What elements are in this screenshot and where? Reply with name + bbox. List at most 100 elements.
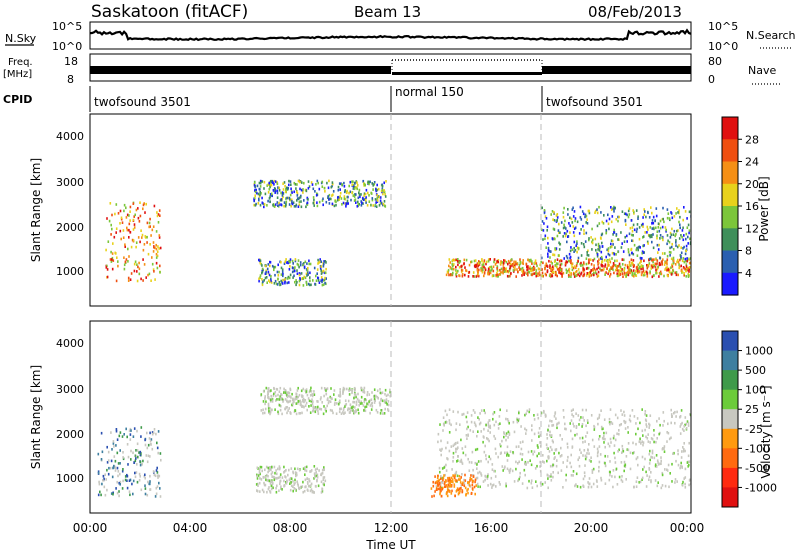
heatmap-cell (526, 265, 528, 269)
heatmap-cell (492, 412, 494, 416)
heatmap-cell (463, 262, 465, 265)
heatmap-cell (258, 279, 260, 283)
heatmap-cell (575, 274, 577, 278)
heatmap-cell (533, 418, 536, 421)
heatmap-cell (632, 239, 634, 243)
heatmap-cell (270, 408, 273, 411)
heatmap-cell (553, 415, 556, 418)
heatmap-cell (594, 209, 597, 213)
heatmap-cell (268, 279, 270, 282)
heatmap-cell (485, 260, 488, 264)
heatmap-cell (551, 439, 554, 442)
heatmap-cell (583, 419, 585, 422)
heatmap-cell (439, 483, 442, 487)
heatmap-cell (465, 269, 467, 272)
heatmap-cell (556, 426, 558, 430)
heatmap-cell (607, 272, 609, 276)
heatmap-cell (344, 202, 347, 205)
heatmap-cell (477, 430, 479, 433)
heatmap-cell (567, 259, 570, 263)
heatmap-cell (134, 454, 137, 458)
heatmap-cell (117, 212, 120, 215)
heatmap-cell (125, 427, 127, 431)
heatmap-cell (263, 187, 265, 190)
heatmap-cell (661, 218, 664, 221)
heatmap-cell (317, 262, 319, 265)
heatmap-cell (599, 453, 602, 456)
heatmap-cell (307, 282, 310, 286)
heatmap-cell (294, 396, 297, 399)
heatmap-cell (529, 265, 531, 269)
heatmap-cell (277, 263, 279, 267)
heatmap-cell (316, 467, 318, 471)
heatmap-cell (483, 259, 486, 262)
heatmap-cell (133, 223, 136, 226)
heatmap-cell (458, 487, 461, 490)
heatmap-cell (571, 262, 574, 265)
heatmap-cell (620, 409, 622, 412)
heatmap-cell (477, 471, 479, 475)
heatmap-cell (677, 211, 679, 214)
heatmap-cell (464, 473, 466, 477)
heatmap-cell (553, 253, 556, 257)
heatmap-cell (456, 260, 459, 263)
heatmap-cell (675, 233, 677, 236)
heatmap-cell (280, 260, 282, 264)
heatmap-cell (441, 487, 444, 491)
heatmap-cell (473, 275, 476, 278)
heatmap-cell (585, 267, 588, 270)
heatmap-cell (687, 274, 690, 277)
heatmap-cell (667, 268, 669, 271)
heatmap-cell (293, 181, 296, 185)
heatmap-cell (365, 398, 367, 402)
heatmap-cell (639, 421, 641, 425)
heatmap-cell (299, 402, 302, 406)
heatmap-cell (659, 423, 661, 427)
heatmap-cell (448, 431, 451, 434)
heatmap-cell (630, 219, 633, 222)
heatmap-cell (281, 412, 283, 416)
heatmap-cell (371, 197, 374, 200)
heatmap-cell (668, 270, 671, 274)
heatmap-cell (149, 474, 151, 478)
heatmap-cell (580, 254, 583, 257)
heatmap-cell (479, 412, 481, 415)
heatmap-cell (139, 201, 141, 204)
heatmap-cell (456, 479, 458, 482)
heatmap-cell (609, 272, 612, 276)
heatmap-cell (323, 387, 326, 390)
heatmap-cell (259, 274, 262, 277)
heatmap-cell (138, 478, 141, 482)
heatmap-cell (538, 271, 541, 274)
heatmap-cell (304, 188, 307, 192)
heatmap-cell (580, 242, 583, 245)
heatmap-cell (453, 443, 456, 446)
heatmap-cell (601, 257, 603, 261)
heatmap-cell (582, 269, 585, 273)
heatmap-cell (643, 244, 645, 247)
heatmap-cell (136, 263, 138, 266)
heatmap-cell (666, 208, 669, 211)
heatmap-cell (477, 264, 479, 268)
heatmap-cell (649, 226, 652, 229)
heatmap-cell (289, 399, 292, 403)
heatmap-cell (447, 489, 450, 492)
heatmap-cell (359, 195, 361, 199)
heatmap-cell (671, 265, 674, 268)
heatmap-cell (578, 274, 581, 278)
heatmap-cell (130, 449, 132, 453)
heatmap-cell (541, 268, 543, 271)
heatmap-cell (614, 438, 617, 442)
heatmap-cell (496, 259, 498, 263)
heatmap-cell (278, 186, 280, 190)
heatmap-cell (468, 484, 471, 487)
heatmap-cell (509, 267, 511, 271)
heatmap-cell (387, 400, 390, 403)
heatmap-cell (134, 475, 137, 479)
heatmap-cell (337, 394, 340, 397)
heatmap-cell (686, 259, 689, 263)
heatmap-cell (563, 257, 565, 260)
heatmap-cell (120, 216, 123, 220)
heatmap-cell (296, 281, 298, 284)
heatmap-cell (147, 443, 150, 447)
